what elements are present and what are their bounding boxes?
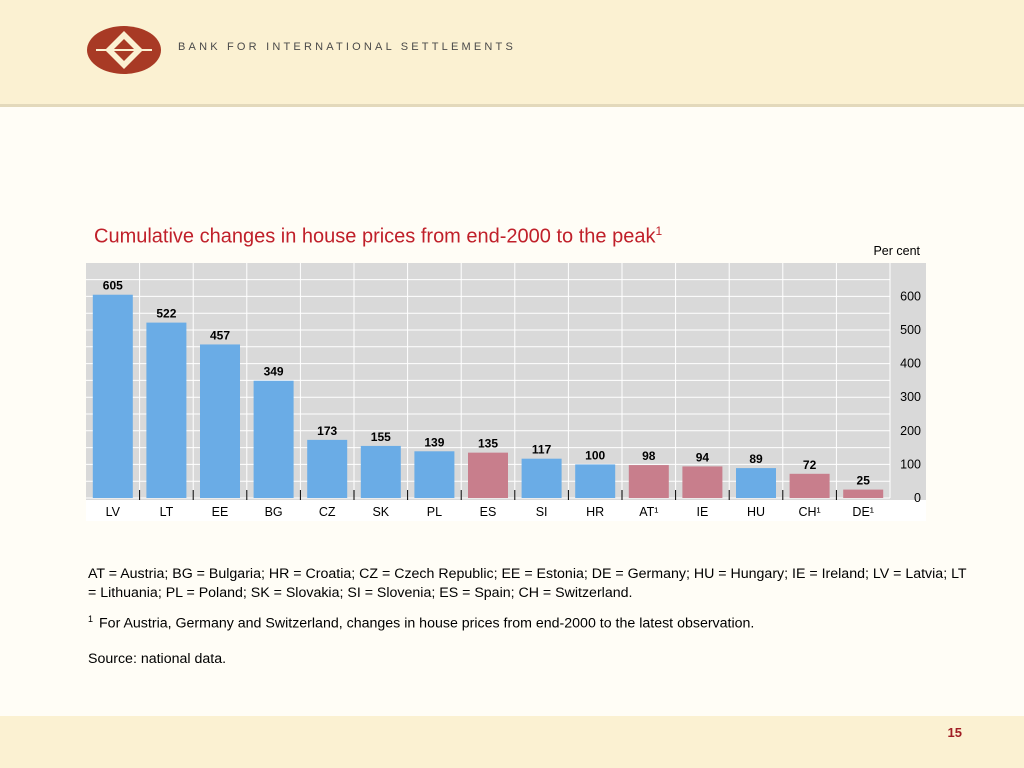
bar-sk bbox=[360, 445, 401, 498]
chart-title-footnote-marker: 1 bbox=[655, 224, 663, 238]
bar-si bbox=[521, 458, 562, 498]
bar-de bbox=[843, 489, 884, 498]
data-label: 89 bbox=[749, 452, 763, 466]
data-label: 349 bbox=[264, 365, 284, 379]
footnote-text: For Austria, Germany and Switzerland, ch… bbox=[99, 615, 755, 632]
x-axis: LV LT EE BG CZ SK PL ES SI HR AT¹ IE HU CH¹ DE¹ bbox=[106, 490, 874, 519]
y-axis: 0 100 200 300 400 500 600 bbox=[900, 289, 921, 505]
bis-diamond-logo-icon bbox=[87, 26, 161, 74]
slide-header: BANK FOR INTERNATIONAL SETTLEMENTS bbox=[0, 0, 1024, 107]
y-tick-label: 0 bbox=[914, 491, 921, 505]
bar-ie bbox=[682, 466, 723, 498]
y-tick-label: 500 bbox=[900, 323, 921, 337]
bar-hr bbox=[575, 464, 616, 498]
y-tick-label: 200 bbox=[900, 424, 921, 438]
data-label: 72 bbox=[803, 458, 817, 472]
category-label: SI bbox=[536, 505, 548, 519]
category-label: LV bbox=[106, 505, 121, 519]
data-label: 94 bbox=[696, 450, 710, 464]
category-band bbox=[86, 500, 926, 521]
page-number: 15 bbox=[947, 725, 962, 740]
bar-lt bbox=[146, 322, 187, 498]
slide-footer: 15 bbox=[0, 716, 1024, 768]
bar-hu bbox=[736, 468, 776, 498]
category-label: BG bbox=[265, 505, 283, 519]
data-label: 605 bbox=[103, 279, 123, 293]
bar-at bbox=[628, 465, 669, 498]
data-label: 117 bbox=[532, 443, 552, 457]
category-label: EE bbox=[212, 505, 229, 519]
y-tick-label: 600 bbox=[900, 289, 921, 303]
y-tick-label: 100 bbox=[900, 457, 921, 471]
category-label: LT bbox=[160, 505, 174, 519]
data-labels: 605 522 457 349 173 155 139 135 117 100 98 94 89 72 25 bbox=[103, 279, 870, 488]
category-label: PL bbox=[427, 505, 442, 519]
data-label: 135 bbox=[478, 437, 498, 451]
unit-label: Per cent bbox=[873, 244, 920, 258]
data-label: 522 bbox=[156, 307, 176, 321]
data-label: 155 bbox=[371, 430, 391, 444]
y-tick-label: 400 bbox=[900, 357, 921, 371]
data-label: 25 bbox=[857, 474, 871, 488]
data-label: 98 bbox=[642, 449, 656, 463]
category-label: ES bbox=[480, 505, 497, 519]
footnote-marker: 1 bbox=[88, 614, 94, 624]
source-note: Source: national data. bbox=[88, 651, 227, 667]
chart-title: Cumulative changes in house prices from … bbox=[94, 224, 662, 249]
bar-pl bbox=[414, 451, 455, 498]
category-label: HR bbox=[586, 505, 604, 519]
bar-cz bbox=[307, 439, 348, 498]
category-label: IE bbox=[696, 505, 708, 519]
bar-bg bbox=[253, 380, 294, 498]
bar-lv bbox=[92, 294, 133, 498]
category-label: CZ bbox=[319, 505, 336, 519]
category-label: HU bbox=[747, 505, 765, 519]
bar-ch bbox=[789, 473, 830, 498]
data-label: 173 bbox=[317, 424, 337, 438]
category-label: CH¹ bbox=[798, 505, 820, 519]
bar-ee bbox=[200, 344, 240, 498]
category-label: DE¹ bbox=[852, 505, 874, 519]
category-label: AT¹ bbox=[639, 505, 658, 519]
data-label: 139 bbox=[424, 435, 444, 449]
bar-es bbox=[468, 452, 508, 498]
bar-series bbox=[92, 294, 884, 498]
y-tick-label: 300 bbox=[900, 390, 921, 404]
data-label: 100 bbox=[585, 448, 605, 462]
category-label: SK bbox=[372, 505, 389, 519]
brand-name: BANK FOR INTERNATIONAL SETTLEMENTS bbox=[178, 41, 516, 53]
abbreviations-note: AT = Austria; BG = Bulgaria; HR = Croati… bbox=[88, 566, 967, 601]
chart-title-text: Cumulative changes in house prices from … bbox=[94, 225, 656, 248]
footnote: 1 For Austria, Germany and Switzerland, c… bbox=[88, 614, 968, 632]
data-label: 457 bbox=[210, 328, 230, 342]
